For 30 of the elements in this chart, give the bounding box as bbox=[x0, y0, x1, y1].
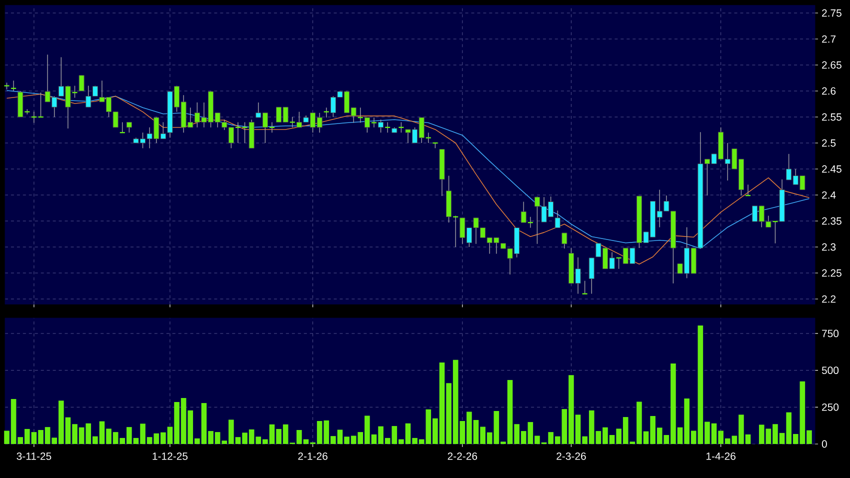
y-tick-label: 2.6 bbox=[822, 87, 836, 95]
y-tick-label: 2.65 bbox=[822, 61, 842, 69]
y-tick-label: 750 bbox=[822, 330, 839, 338]
y-tick-label: 2.4 bbox=[822, 191, 836, 199]
candlestick bbox=[126, 122, 132, 133]
y-tick-label: 2.5 bbox=[822, 139, 836, 147]
x-tick-label: 3-11-25 bbox=[16, 452, 52, 460]
candlestick bbox=[378, 119, 384, 133]
candlestick bbox=[78, 75, 84, 92]
candlestick bbox=[582, 280, 588, 294]
y-tick-label: 2.45 bbox=[822, 165, 842, 173]
y-tick-label: 2.35 bbox=[822, 217, 842, 225]
candlestick bbox=[554, 210, 560, 228]
y-tick-label: 250 bbox=[822, 403, 839, 411]
x-tick-label: 2-1-26 bbox=[298, 452, 328, 460]
x-tick-label: 2-3-26 bbox=[556, 452, 586, 460]
y-tick-label: 0 bbox=[822, 440, 827, 448]
y-tick-label: 2.3 bbox=[822, 243, 836, 251]
candlestick bbox=[588, 258, 594, 294]
candlestick bbox=[562, 232, 568, 249]
x-tick-label: 1-4-26 bbox=[706, 452, 736, 460]
y-tick-label: 2.2 bbox=[822, 295, 836, 303]
candlestick bbox=[323, 107, 330, 118]
y-tick-label: 500 bbox=[822, 366, 839, 374]
y-tick-label: 2.55 bbox=[822, 113, 842, 121]
y-tick-label: 2.7 bbox=[822, 35, 836, 43]
y-tick-label: 2.25 bbox=[822, 269, 842, 277]
y-tick-label: 2.75 bbox=[822, 9, 842, 17]
x-tick-label: 2-2-26 bbox=[448, 452, 478, 460]
x-tick-label: 1-12-25 bbox=[152, 452, 188, 460]
